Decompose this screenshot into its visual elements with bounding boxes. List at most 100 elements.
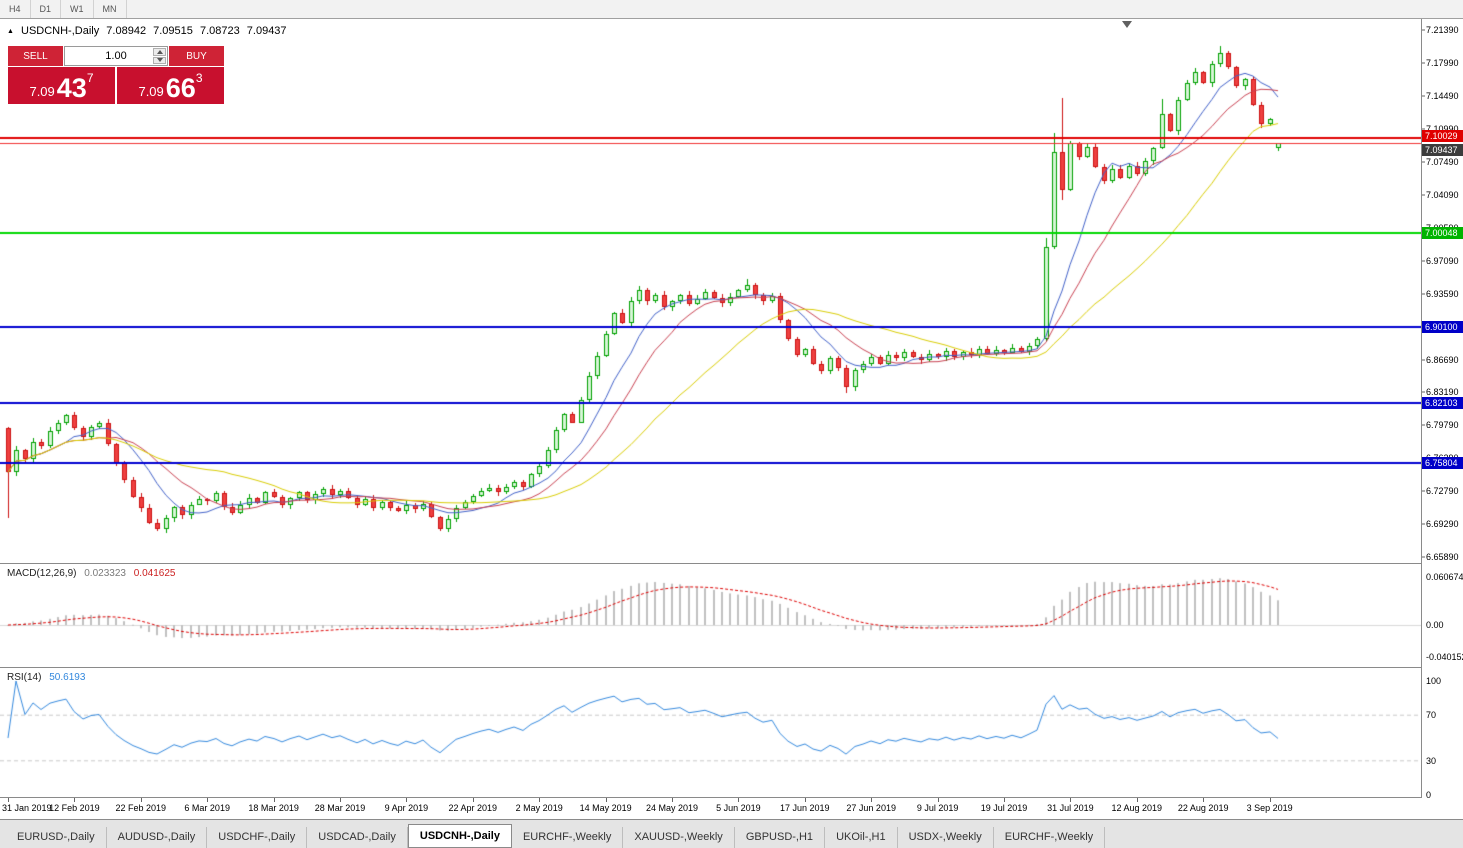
price-level-badge: 6.75804: [1422, 456, 1463, 469]
price-chart-canvas[interactable]: [0, 19, 1421, 563]
timeframe-button-h4[interactable]: H4: [0, 0, 31, 18]
price-axis-label: 7.14490: [1426, 90, 1459, 101]
chart-tab-usdchf-daily[interactable]: USDCHF-,Daily: [207, 827, 308, 848]
date-axis-label: 5 Jun 2019: [716, 803, 761, 813]
axis-tick: [1422, 161, 1425, 163]
chart-tab-usdcnh-daily[interactable]: USDCNH-,Daily: [407, 824, 512, 848]
chart-symbol-period: USDCNH-,Daily: [21, 25, 100, 37]
triangle-down-icon: [156, 58, 163, 63]
buy-button[interactable]: BUY: [169, 46, 224, 66]
price-axis-label: 6.93590: [1426, 288, 1459, 299]
sell-price-tile[interactable]: 7.09 43 7: [8, 67, 115, 104]
axis-tick: [1422, 523, 1425, 525]
date-axis-label: 6 Mar 2019: [184, 803, 230, 813]
chart-tab-audusd-daily[interactable]: AUDUSD-,Daily: [107, 827, 208, 848]
volume-up-button[interactable]: [153, 48, 166, 56]
chart-tab-ukoil-h1[interactable]: UKOil-,H1: [825, 827, 898, 848]
price-level-badge: 7.09437: [1422, 144, 1463, 157]
price-axis-label: 6.79790: [1426, 420, 1459, 431]
axis-tick: [1422, 391, 1425, 393]
date-axis-label: 22 Apr 2019: [448, 803, 498, 813]
ohlc-high: 7.09515: [153, 25, 193, 37]
price-axis-label: 6.72790: [1426, 486, 1459, 497]
date-axis-tick: [8, 798, 9, 802]
chart-tab-usdcad-daily[interactable]: USDCAD-,Daily: [307, 827, 408, 848]
macd-axis-label: -0.040152: [1426, 651, 1463, 662]
date-axis-tick: [539, 798, 541, 802]
price-axis[interactable]: 7.21390 7.17990 7.14490 7.10990 7.07490 7.040…: [1421, 19, 1463, 800]
chart-tab-usdx-weekly[interactable]: USDX-,Weekly: [898, 827, 994, 848]
date-axis-label: 14 May 2019: [579, 803, 632, 813]
date-axis-tick: [340, 798, 341, 802]
price-axis-label: 7.10990: [1426, 123, 1459, 134]
chart-shift-marker-icon: [1122, 21, 1132, 28]
macd-label: MACD(12,26,9) 0.023323 0.041625: [7, 568, 175, 579]
rsi-axis-label: 30: [1426, 755, 1437, 766]
axis-tick: [1422, 95, 1425, 97]
date-axis-label: 12 Aug 2019: [1111, 803, 1163, 813]
ohlc-close: 7.09437: [246, 25, 287, 37]
macd-axis-label: 0.00: [1426, 620, 1444, 630]
price-axis-label: 7.21390: [1426, 25, 1459, 35]
volume-down-button[interactable]: [153, 56, 166, 64]
macd-axis-label: 0.060674: [1426, 572, 1463, 582]
price-level-badge: 7.10029: [1422, 129, 1463, 142]
rsi-axis-label: 100: [1426, 676, 1442, 686]
date-axis-label: 12 Feb 2019: [49, 803, 100, 813]
rsi-value: 50.6193: [49, 672, 86, 683]
date-axis-tick: [406, 798, 408, 802]
one-click-trading-panel: SELL 1.00 BUY 7.09 43 7 7.09 66 3: [8, 46, 224, 104]
volume-value: 1.00: [105, 50, 127, 62]
chart-tab-gbpusd-h1[interactable]: GBPUSD-,H1: [735, 827, 826, 848]
rsi-canvas[interactable]: [0, 668, 1421, 797]
timeframe-button-w1[interactable]: W1: [61, 0, 94, 18]
sell-price-big: 43: [56, 73, 87, 103]
price-axis-label: 6.65890: [1426, 552, 1459, 563]
macd-signal-value: 0.041625: [133, 568, 176, 579]
macd-canvas[interactable]: [0, 564, 1421, 667]
axis-tick: [1422, 424, 1425, 426]
rsi-axis-label: 0: [1426, 790, 1432, 800]
chart-tab-eurchf-weekly[interactable]: EURCHF-,Weekly: [994, 827, 1106, 848]
pane-splitter-macd-rsi[interactable]: [0, 667, 1463, 668]
date-axis-label: 2 May 2019: [515, 803, 563, 813]
ohlc-low: 7.08723: [199, 25, 240, 37]
chart-tab-eurusd-daily[interactable]: EURUSD-,Daily: [6, 827, 107, 848]
date-axis-tick: [672, 798, 673, 802]
ohlc-open: 7.08942: [106, 25, 147, 37]
price-axis-label: 6.83190: [1426, 387, 1459, 398]
buy-price-tile[interactable]: 7.09 66 3: [117, 67, 224, 104]
axis-tick: [1422, 29, 1425, 31]
triangle-up-icon: [156, 49, 163, 54]
date-axis-tick: [140, 798, 142, 802]
price-level-badge: 6.90100: [1422, 321, 1463, 334]
date-axis-label: 3 Sep 2019: [1246, 803, 1293, 813]
date-axis-tick: [1070, 798, 1072, 802]
volume-input[interactable]: 1.00: [64, 46, 168, 66]
buy-price-sup: 3: [195, 71, 203, 85]
axis-tick: [1422, 128, 1425, 130]
timeframe-button-d1[interactable]: D1: [31, 0, 62, 18]
timeframe-button-mn[interactable]: MN: [94, 0, 127, 18]
price-axis-label: 7.17990: [1426, 57, 1459, 68]
rsi-label: RSI(14) 50.6193: [7, 672, 85, 683]
macd-name: MACD(12,26,9): [7, 568, 77, 579]
date-axis-tick: [605, 798, 607, 802]
date-axis-tick: [1203, 798, 1205, 802]
sell-price-prefix: 7.09: [29, 84, 55, 99]
date-axis-tick: [1269, 798, 1271, 802]
date-axis-label: 31 Jan 2019: [2, 803, 52, 813]
buy-price-big: 66: [165, 73, 196, 103]
date-axis-label: 9 Apr 2019: [384, 803, 429, 813]
date-axis-label: 22 Aug 2019: [1177, 803, 1229, 813]
date-axis[interactable]: 31 Jan 2019 12 Feb 2019 22 Feb 2019 6 Mar 2…: [0, 798, 1421, 819]
volume-spinner: [153, 48, 166, 64]
chart-tab-eurchf-weekly[interactable]: EURCHF-,Weekly: [512, 827, 624, 848]
chart-tab-xauusd-weekly[interactable]: XAUUSD-,Weekly: [623, 827, 735, 848]
pane-splitter-price-macd[interactable]: [0, 563, 1463, 564]
date-axis-label: 19 Jul 2019: [980, 803, 1028, 813]
sell-button[interactable]: SELL: [8, 46, 63, 66]
axis-tick: [1422, 260, 1425, 262]
price-axis-label: 7.07490: [1426, 156, 1459, 167]
